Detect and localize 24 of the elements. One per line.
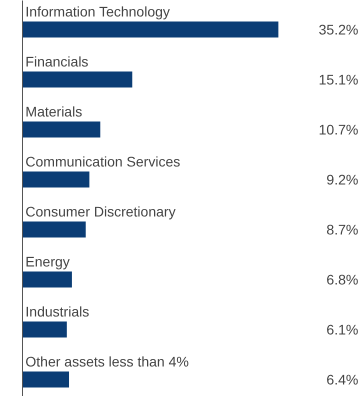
y-tick-label: Information Technology	[25, 4, 170, 20]
bar	[22, 172, 90, 188]
data-label: 6.4%	[326, 372, 358, 388]
bar	[22, 222, 86, 238]
y-tick-label: Materials	[25, 104, 82, 120]
data-label: 35.2%	[318, 22, 358, 38]
y-tick-label: Communication Services	[25, 154, 180, 170]
bar	[22, 322, 67, 338]
data-label: 10.7%	[318, 122, 358, 138]
y-tick-label: Financials	[25, 54, 88, 70]
data-label: 6.8%	[326, 272, 358, 288]
y-tick-label: Consumer Discretionary	[25, 204, 176, 220]
bar	[22, 22, 278, 38]
data-label: 8.7%	[326, 222, 358, 238]
bar	[22, 72, 132, 88]
y-tick-label: Other assets less than 4%	[25, 354, 189, 370]
data-label: 9.2%	[326, 172, 358, 188]
data-label: 15.1%	[318, 72, 358, 88]
bar	[22, 372, 70, 388]
data-label: 6.1%	[326, 322, 358, 338]
y-tick-label: Energy	[25, 254, 70, 270]
y-tick-label: Industrials	[25, 304, 90, 320]
bar	[22, 272, 72, 288]
bar	[22, 122, 100, 138]
